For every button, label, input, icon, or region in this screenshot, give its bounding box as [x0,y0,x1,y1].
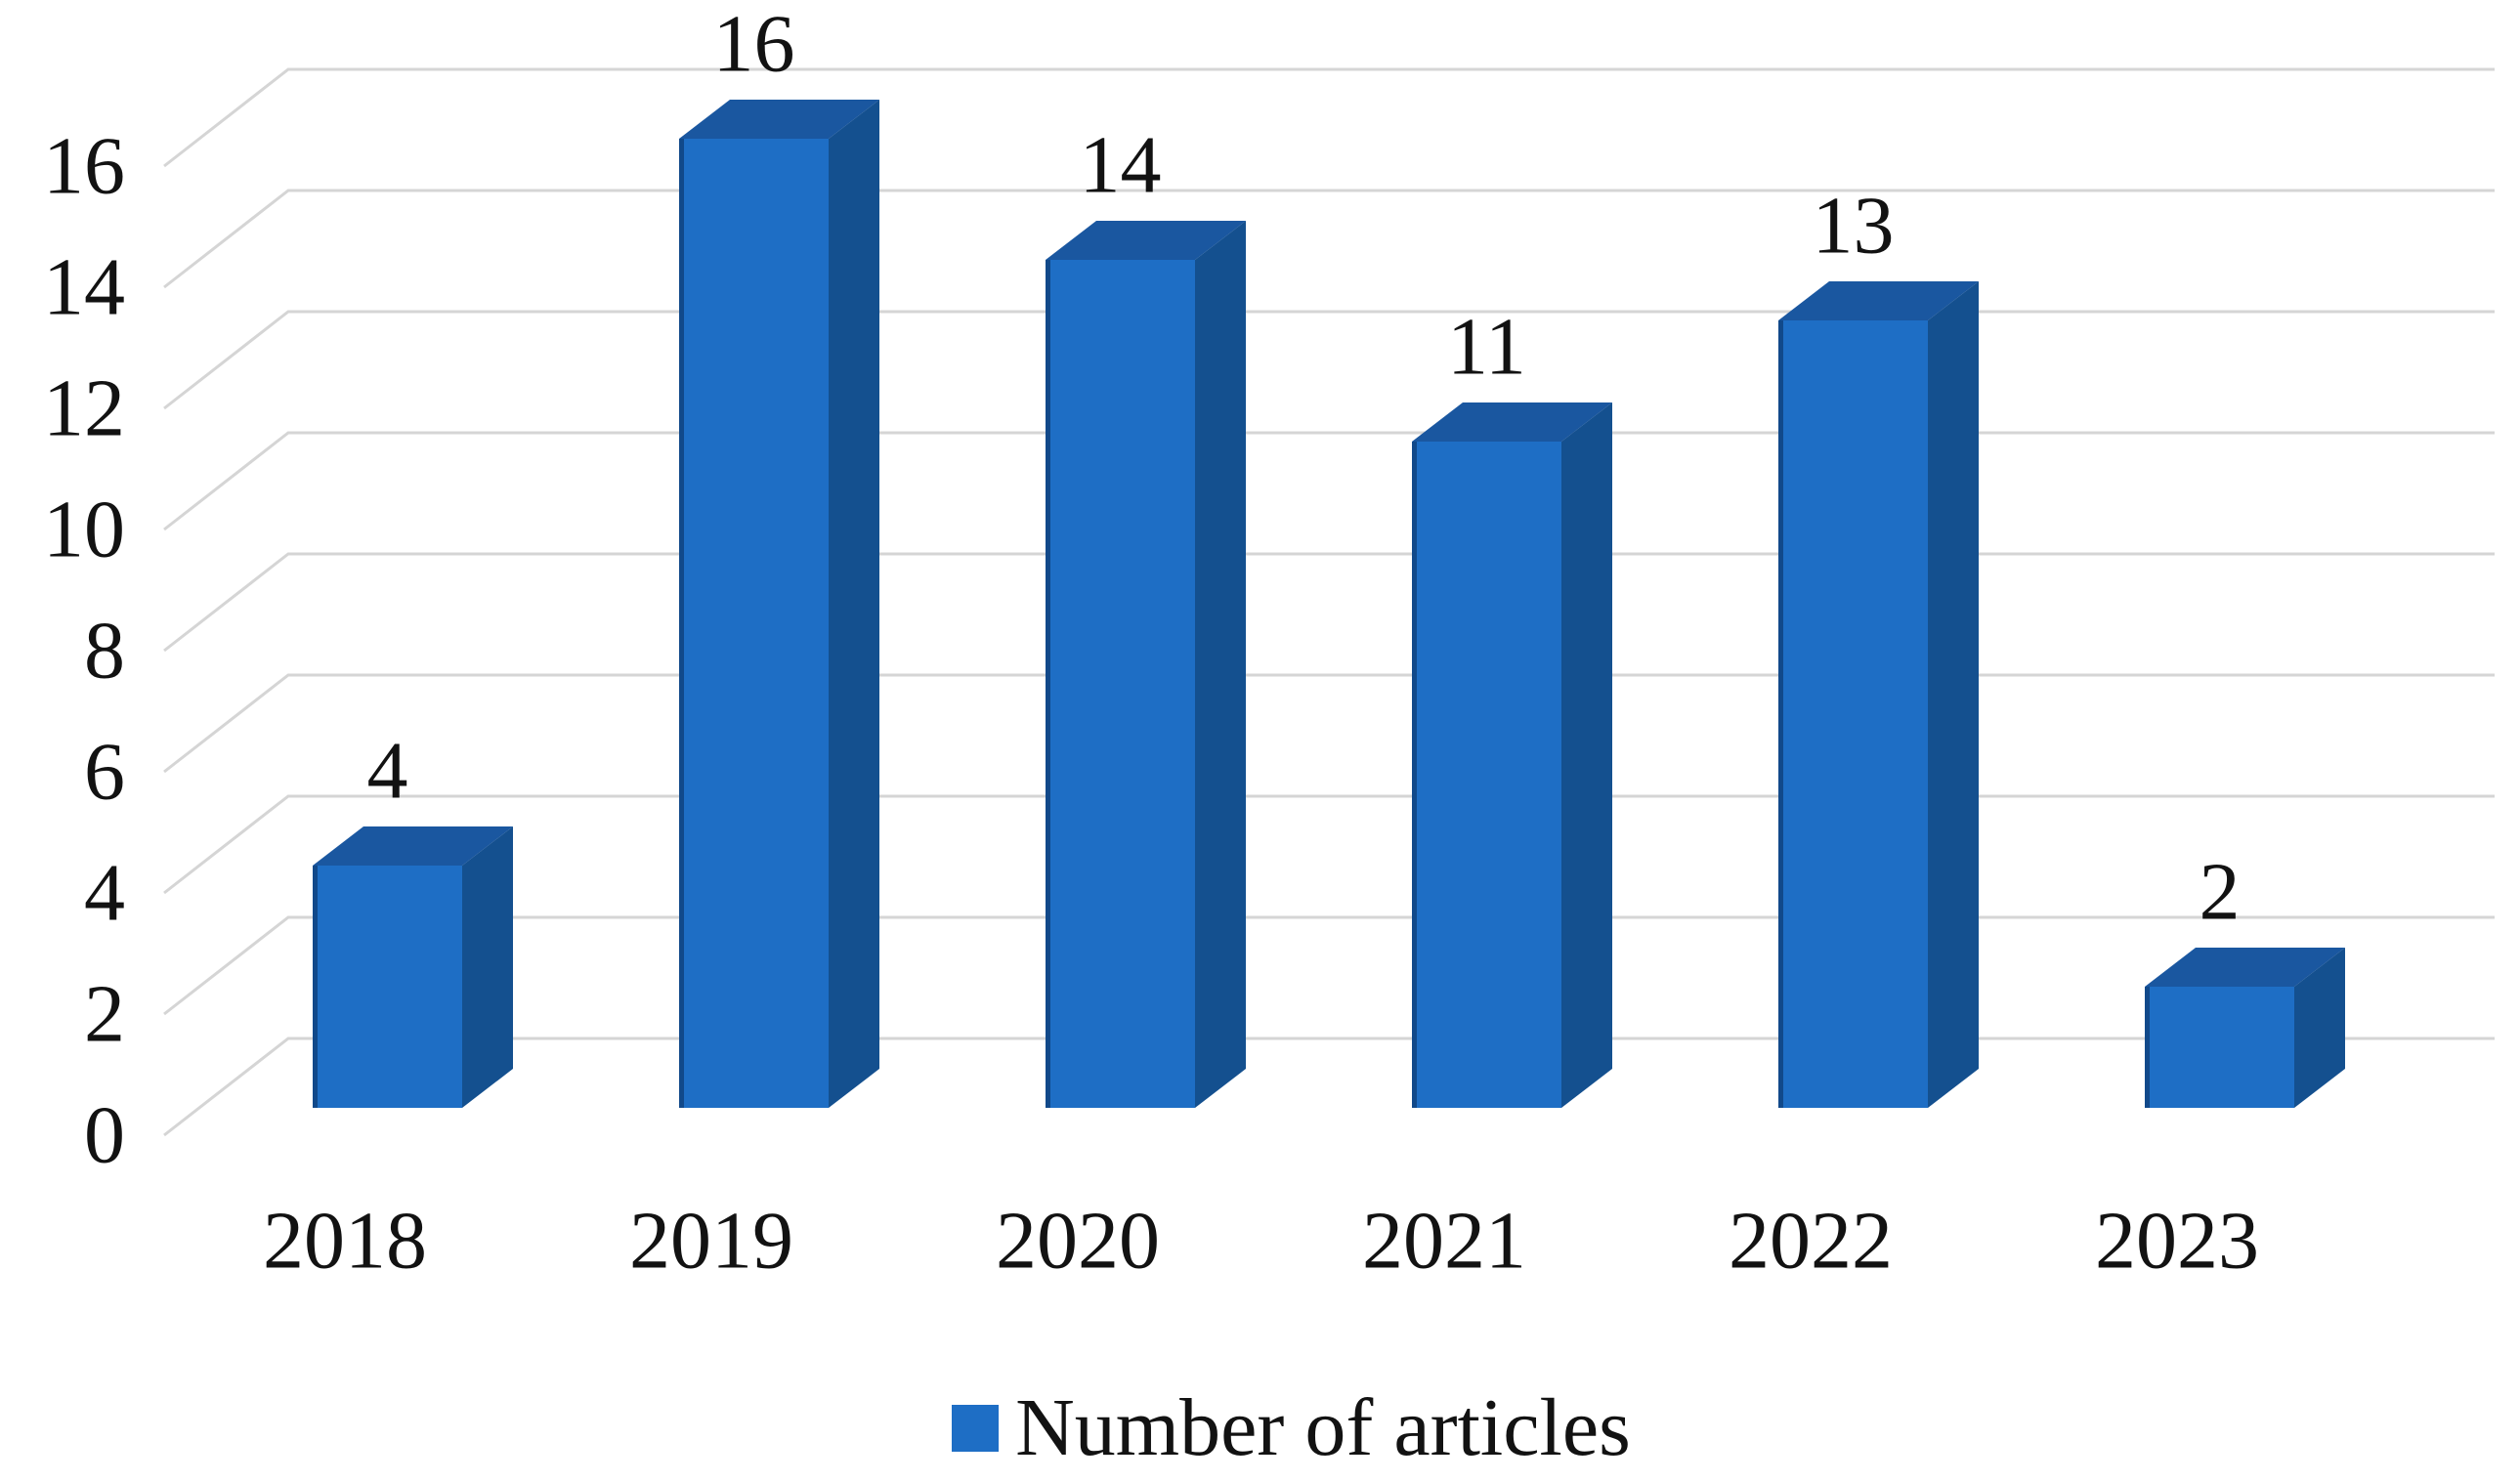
bar-front-face [2145,987,2294,1108]
y-axis-tick-label: 6 [84,727,125,818]
y-axis-tick-label: 8 [84,606,125,697]
x-axis-category-label: 2019 [629,1196,793,1287]
bar-left-edge [1412,442,1417,1108]
gridline [163,794,2495,895]
bar-side-face [1195,221,1246,1108]
legend-swatch [952,1405,1000,1452]
x-axis-category-label: 2018 [263,1196,427,1287]
bar-left-edge [1046,260,1050,1108]
bar-left-edge [1778,320,1783,1108]
x-axis-category-label: 2023 [2095,1196,2259,1287]
y-axis-tick-label: 2 [84,969,125,1060]
y-axis-tick-label: 16 [43,121,125,212]
gridline [163,431,2495,531]
bar-front-face [1046,260,1195,1108]
x-axis-category-label: 2021 [1362,1196,1526,1287]
bar-top-face [313,826,513,866]
gridline [163,310,2495,410]
bar-top-face [679,100,879,139]
bar-side-face [462,826,513,1108]
gridline [163,552,2495,653]
bar-top-face [2145,948,2345,987]
gridline [163,673,2495,774]
chart-legend: Number of articles [63,1376,2520,1481]
bar-left-edge [2145,987,2150,1108]
x-axis-category-label: 2020 [996,1196,1160,1287]
bar-top-face [1046,221,1246,260]
bar-data-label: 11 [1447,302,1526,393]
y-axis-tick-label: 4 [84,848,125,939]
gridline [163,915,2495,1016]
y-axis-tick-label: 0 [84,1090,125,1181]
bar-data-label: 4 [367,726,408,817]
bar-front-face [679,139,829,1108]
bar-top-face [1778,281,1979,320]
y-axis-tick-label: 10 [43,485,125,575]
bar-data-label: 13 [1813,181,1895,272]
y-axis-tick-label: 12 [43,363,125,454]
bar-side-face [1928,281,1979,1108]
gridline [163,1037,2495,1137]
bar-front-face [313,866,462,1108]
bar-side-face [2294,948,2345,1108]
bar-data-label: 2 [2200,847,2241,938]
y-axis-tick-label: 14 [43,242,125,333]
bar-left-edge [679,139,684,1108]
bar-data-label: 14 [1080,120,1162,211]
legend-label: Number of articles [1015,1382,1631,1473]
bar-data-label: 16 [713,0,795,90]
bar-top-face [1412,402,1612,442]
x-axis-category-label: 2022 [1729,1196,1893,1287]
gridline [163,67,2495,168]
bar-front-face [1778,320,1928,1108]
bar-front-face [1412,442,1561,1108]
bar-side-face [1561,402,1612,1108]
gridline [163,189,2495,289]
bar-left-edge [313,866,318,1108]
bar-side-face [829,100,879,1108]
